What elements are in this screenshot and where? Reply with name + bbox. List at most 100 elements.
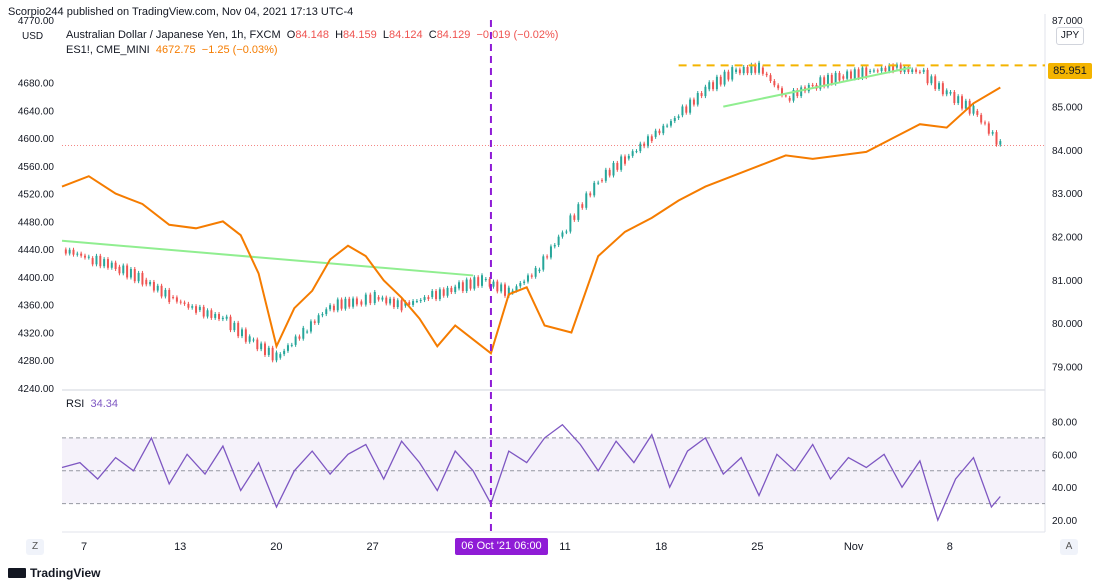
high-label: H xyxy=(335,29,344,41)
candle-body xyxy=(72,249,75,255)
candle-body xyxy=(880,67,883,72)
candle-body xyxy=(530,275,533,277)
candle-body xyxy=(888,65,891,72)
tradingview-logo-icon xyxy=(8,568,26,578)
candle-body xyxy=(546,256,549,258)
candle-body xyxy=(727,71,730,80)
candle-body xyxy=(884,67,887,72)
candle-body xyxy=(542,256,545,270)
rsi-series-line xyxy=(61,423,1001,522)
candle-body xyxy=(195,306,198,313)
time-axis-tick: 7 xyxy=(81,541,87,553)
candle-body xyxy=(926,69,929,84)
candle-body xyxy=(137,272,140,282)
zoom-button[interactable]: Z xyxy=(26,539,44,555)
candle-body xyxy=(225,316,228,319)
candle-body xyxy=(348,298,351,307)
left-axis-tick: 4240.00 xyxy=(18,384,55,395)
candle-body xyxy=(389,298,392,304)
candle-body xyxy=(377,297,380,300)
left-axis-tick: 4770.00 xyxy=(18,16,55,27)
candle-body xyxy=(819,77,822,89)
candle-body xyxy=(152,281,155,291)
candle-body xyxy=(987,123,990,134)
candle-body xyxy=(381,297,384,300)
candle-body xyxy=(355,298,358,305)
candle-body xyxy=(765,73,768,76)
candle-body xyxy=(746,67,749,74)
trendline xyxy=(61,239,474,277)
candle-body xyxy=(826,74,829,87)
candle-body xyxy=(519,283,522,287)
candle-body xyxy=(557,236,560,246)
time-axis-tick: 20 xyxy=(270,541,282,553)
candle-body xyxy=(438,289,441,300)
candle-body xyxy=(183,302,186,304)
left-axis-tick: 4360.00 xyxy=(18,301,55,312)
candle-body xyxy=(608,169,611,176)
candle-body xyxy=(623,156,626,164)
rsi-value: 34.34 xyxy=(90,398,118,410)
candle-body xyxy=(492,281,495,287)
candle-body xyxy=(999,141,1002,145)
left-axis-tick: 4640.00 xyxy=(18,106,55,117)
candle-body xyxy=(692,99,695,105)
candle-body xyxy=(769,75,772,82)
candle-body xyxy=(976,110,979,115)
candle-body xyxy=(604,169,607,181)
right-axis-tick: 83.000 xyxy=(1052,189,1083,200)
candle-body xyxy=(87,256,90,258)
candle-body xyxy=(972,105,975,114)
time-axis-tick: 11 xyxy=(559,541,570,553)
candle-body xyxy=(758,62,761,73)
candle-body xyxy=(392,298,395,308)
publisher-header: Scorpio244 published on TradingView.com,… xyxy=(8,6,354,18)
candle-body xyxy=(95,255,98,265)
candle-body xyxy=(214,313,217,318)
candle-body xyxy=(995,132,998,145)
rsi-axis-tick: 20.00 xyxy=(1052,516,1077,527)
candle-body xyxy=(712,82,715,90)
right-currency-button[interactable]: JPY xyxy=(1056,27,1084,45)
candle-body xyxy=(601,180,604,182)
candle-body xyxy=(317,315,320,323)
right-axis-tick: 85.000 xyxy=(1052,103,1083,114)
candle-body xyxy=(788,97,791,101)
candle-body xyxy=(352,298,355,307)
right-axis-tick: 87.000 xyxy=(1052,16,1083,27)
candle-body xyxy=(321,314,324,316)
candle-body xyxy=(325,309,328,315)
candle-body xyxy=(373,291,376,304)
candle-body xyxy=(930,76,933,84)
high-value: 84.159 xyxy=(343,29,377,41)
candle-body xyxy=(953,91,956,104)
candle-body xyxy=(237,322,240,337)
left-axis-tick: 4560.00 xyxy=(18,162,55,173)
auto-scale-button[interactable]: A xyxy=(1060,539,1078,555)
candle-body xyxy=(577,204,580,220)
candle-body xyxy=(83,255,86,258)
candle-body xyxy=(585,193,588,208)
candle-body xyxy=(704,86,707,97)
candle-body xyxy=(450,287,453,293)
candle-body xyxy=(635,151,638,153)
candle-body xyxy=(133,269,136,282)
candle-body xyxy=(385,297,388,304)
candle-body xyxy=(738,69,741,74)
candle-body xyxy=(141,272,144,285)
candle-body xyxy=(241,329,244,337)
right-axis-tick: 81.000 xyxy=(1052,276,1083,287)
candle-body xyxy=(616,162,619,170)
main-series-legend: Australian Dollar / Japanese Yen, 1h, FX… xyxy=(66,29,558,41)
candle-body xyxy=(340,299,343,309)
candle-body xyxy=(298,336,301,339)
candle-body xyxy=(949,91,952,94)
candle-body xyxy=(488,279,491,287)
candle-body xyxy=(275,352,278,361)
candle-body xyxy=(396,300,399,308)
candle-body xyxy=(271,347,274,361)
right-axis-tick: 80.000 xyxy=(1052,319,1083,330)
right-axis-tick: 82.000 xyxy=(1052,232,1083,243)
